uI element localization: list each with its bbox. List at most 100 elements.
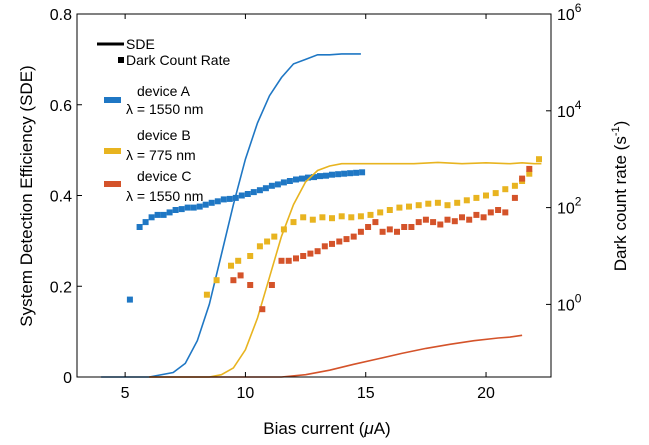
dark-count-point-device-b (235, 257, 242, 264)
dark-count-point-device-b (256, 243, 263, 250)
dark-count-point-device-a (136, 224, 143, 230)
dark-count-point-device-b (434, 199, 441, 206)
dark-count-point-device-a (305, 174, 311, 181)
right-y-tick-label: 102 (557, 195, 582, 218)
dark-count-point-device-a (341, 170, 348, 177)
dark-count-point-device-a (232, 194, 239, 201)
left-y-tick-label: 0.6 (50, 98, 72, 115)
dark-count-point-device-c (285, 257, 292, 264)
dark-count-point-device-c (430, 219, 437, 226)
dark-count-point-device-c (300, 253, 307, 259)
legend-label-sde: SDE (126, 36, 155, 52)
dark-count-point-device-b (309, 216, 316, 223)
dark-count-point-device-c (268, 282, 275, 288)
dark-count-point-device-a (238, 192, 245, 199)
dark-count-point-device-b (290, 219, 297, 226)
dark-count-point-device-a (250, 189, 257, 196)
dark-count-point-device-a (226, 195, 233, 202)
dark-count-point-device-b (264, 238, 271, 245)
dark-count-point-device-c (365, 224, 372, 230)
legend-label-device-b: device B (137, 127, 191, 143)
dark-count-point-device-b (511, 182, 518, 189)
dark-count-point-device-a (148, 214, 155, 221)
legend-label-device-c-wavelength: λ = 1550 nm (126, 188, 203, 204)
dark-count-point-device-a (196, 203, 203, 210)
dark-count-point-device-c (444, 216, 451, 223)
x-axis-ticks: 5 10 15 20 (121, 14, 495, 402)
dark-count-point-device-a (335, 171, 342, 178)
dark-count-point-device-b (536, 156, 542, 163)
dark-count-point-device-c (237, 272, 244, 279)
sde-line-device-b (149, 161, 542, 378)
right-y-axis-label: Dark count rate (s-1) (610, 121, 630, 272)
dark-count-point-device-a (359, 169, 366, 176)
dark-count-point-device-a (268, 182, 275, 189)
legend-swatch-device-a (104, 97, 121, 103)
dark-count-point-device-a (202, 201, 209, 208)
dark-count-point-device-b (280, 226, 287, 233)
dark-count-point-device-c (307, 250, 314, 257)
legend-swatch-device-c (104, 181, 121, 187)
dark-count-point-device-a (166, 209, 173, 216)
dark-count-point-device-a (184, 204, 191, 211)
dark-count-point-device-b (425, 200, 432, 207)
dark-count-point-device-a (293, 176, 299, 183)
dark-count-point-device-c (350, 233, 357, 240)
legend-label-device-a: device A (137, 83, 191, 99)
dark-count-point-device-a (286, 178, 293, 184)
dark-count-point-device-a (262, 185, 269, 192)
sde-line-device-c (149, 334, 523, 378)
dark-count-point-device-c (343, 236, 350, 243)
right-y-tick-label: 100 (557, 291, 582, 314)
dark-count-point-device-a (323, 172, 329, 179)
dark-count-point-device-b (454, 199, 461, 206)
dark-count-point-device-b (396, 204, 403, 211)
dark-count-point-device-a (214, 198, 221, 205)
dark-count-point-device-c (473, 211, 480, 218)
dark-count-point-device-c (293, 255, 299, 262)
x-tick-label: 20 (477, 385, 495, 402)
dark-count-point-device-a (190, 204, 197, 211)
dark-count-point-device-a (280, 179, 287, 186)
dark-count-point-device-a (347, 170, 354, 177)
legend: SDE Dark Count Rate device A λ = 1550 nm… (97, 36, 230, 204)
dark-count-point-device-b (271, 233, 278, 240)
dark-count-point-device-c (526, 165, 533, 172)
dark-count-point-device-b (502, 186, 509, 193)
dark-count-point-device-c (259, 306, 266, 313)
left-y-axis-label: System Detection Efficiency (SDE) (17, 65, 36, 326)
dark-count-point-device-a (299, 175, 305, 182)
left-y-tick-label: 0.2 (50, 279, 72, 296)
legend-square-symbol (118, 57, 124, 63)
dark-count-point-device-c (386, 226, 393, 233)
dark-count-point-device-b (473, 194, 480, 201)
dark-count-point-device-b (348, 214, 355, 221)
dark-count-point-device-a (220, 196, 227, 203)
dark-count-point-device-a (244, 191, 251, 197)
dark-count-point-device-c (502, 209, 509, 216)
dark-count-point-device-b (213, 277, 220, 284)
x-tick-label: 10 (237, 385, 255, 402)
dark-count-point-device-c (459, 214, 465, 221)
dark-count-point-device-b (357, 213, 364, 220)
right-y-tick-label: 106 (557, 1, 582, 24)
dark-count-point-device-a (274, 181, 281, 188)
dark-count-point-device-a (256, 187, 263, 194)
dark-count-point-device-c (336, 238, 343, 245)
dark-count-point-device-a (142, 219, 149, 226)
dark-count-point-device-b (406, 203, 412, 210)
x-tick-label: 15 (357, 385, 375, 402)
dark-count-point-device-b (367, 211, 374, 218)
dark-count-point-device-b (329, 215, 335, 222)
dark-count-point-device-c (408, 224, 415, 230)
dark-count-point-device-b (203, 291, 210, 298)
legend-label-device-b-wavelength: λ = 775 nm (126, 147, 196, 163)
dark-count-point-device-b (386, 207, 393, 213)
dark-count-point-device-c (415, 219, 422, 226)
dark-count-point-device-b (247, 253, 254, 259)
dark-count-point-device-c (278, 257, 285, 264)
left-y-tick-label: 0 (63, 370, 72, 387)
dark-count-point-device-a (154, 211, 161, 218)
right-y-axis-ticks: 100 102 104 106 (546, 1, 582, 314)
